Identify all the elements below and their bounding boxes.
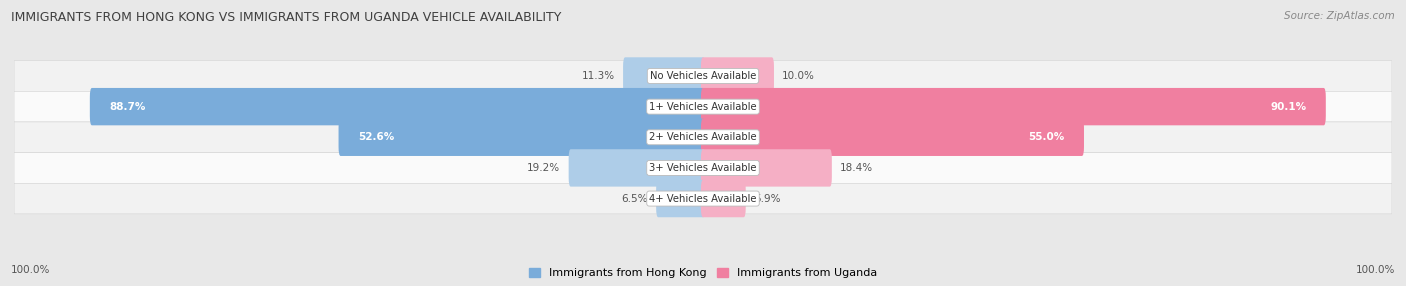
FancyBboxPatch shape: [702, 57, 773, 95]
FancyBboxPatch shape: [14, 91, 1392, 122]
FancyBboxPatch shape: [702, 88, 1326, 125]
FancyBboxPatch shape: [702, 119, 1084, 156]
Legend: Immigrants from Hong Kong, Immigrants from Uganda: Immigrants from Hong Kong, Immigrants fr…: [524, 263, 882, 283]
FancyBboxPatch shape: [568, 149, 704, 187]
Text: No Vehicles Available: No Vehicles Available: [650, 71, 756, 81]
Text: 100.0%: 100.0%: [1355, 265, 1395, 275]
Text: 4+ Vehicles Available: 4+ Vehicles Available: [650, 194, 756, 204]
Text: 5.9%: 5.9%: [754, 194, 780, 204]
FancyBboxPatch shape: [339, 119, 704, 156]
Text: 100.0%: 100.0%: [11, 265, 51, 275]
FancyBboxPatch shape: [14, 122, 1392, 153]
Text: 19.2%: 19.2%: [527, 163, 561, 173]
FancyBboxPatch shape: [14, 183, 1392, 214]
Text: Source: ZipAtlas.com: Source: ZipAtlas.com: [1284, 11, 1395, 21]
Text: 3+ Vehicles Available: 3+ Vehicles Available: [650, 163, 756, 173]
FancyBboxPatch shape: [702, 180, 745, 217]
Text: 90.1%: 90.1%: [1271, 102, 1306, 112]
Text: 1+ Vehicles Available: 1+ Vehicles Available: [650, 102, 756, 112]
Text: 11.3%: 11.3%: [582, 71, 614, 81]
Text: 2+ Vehicles Available: 2+ Vehicles Available: [650, 132, 756, 142]
Text: 52.6%: 52.6%: [359, 132, 394, 142]
Text: 6.5%: 6.5%: [621, 194, 648, 204]
Text: 10.0%: 10.0%: [782, 71, 815, 81]
FancyBboxPatch shape: [14, 61, 1392, 91]
FancyBboxPatch shape: [623, 57, 704, 95]
Text: 55.0%: 55.0%: [1028, 132, 1064, 142]
Text: 88.7%: 88.7%: [110, 102, 145, 112]
Text: 18.4%: 18.4%: [841, 163, 873, 173]
FancyBboxPatch shape: [14, 153, 1392, 183]
FancyBboxPatch shape: [657, 180, 704, 217]
FancyBboxPatch shape: [702, 149, 832, 187]
FancyBboxPatch shape: [90, 88, 704, 125]
Text: IMMIGRANTS FROM HONG KONG VS IMMIGRANTS FROM UGANDA VEHICLE AVAILABILITY: IMMIGRANTS FROM HONG KONG VS IMMIGRANTS …: [11, 11, 561, 24]
